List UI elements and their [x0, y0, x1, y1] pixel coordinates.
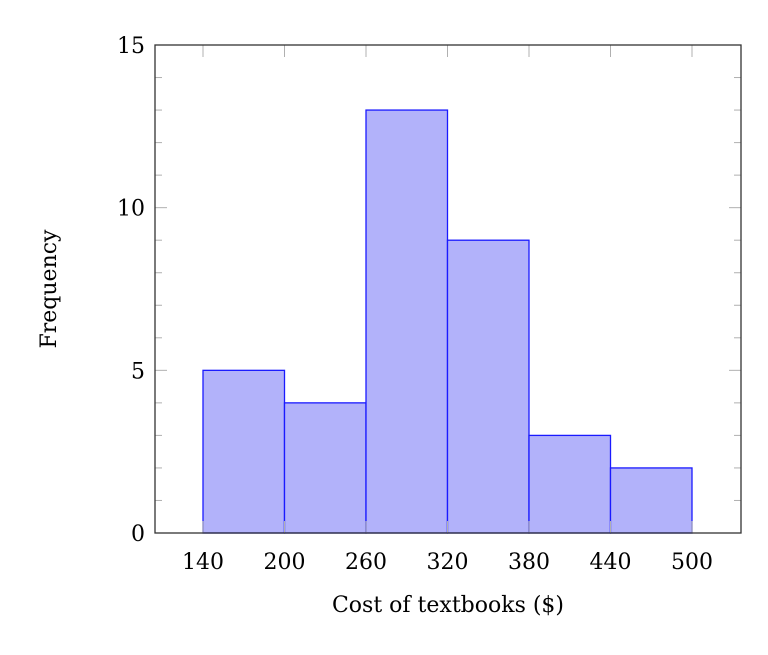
- axis-ticks: [155, 44, 741, 534]
- x-tick-label: 380: [508, 550, 550, 575]
- histogram-bar: [528, 434, 612, 534]
- y-tick-label: 0: [131, 522, 145, 547]
- y-axis-label: Frequency: [37, 229, 62, 349]
- x-tick-label: 440: [590, 550, 632, 575]
- histogram-bar: [609, 467, 693, 534]
- y-tick-label: 15: [117, 34, 145, 59]
- histogram-bar: [365, 109, 449, 534]
- plot-frame: [154, 44, 742, 534]
- histogram-bar: [202, 369, 286, 534]
- x-tick-label: 260: [345, 550, 387, 575]
- x-tick-label: 320: [427, 550, 469, 575]
- x-axis-label: Cost of textbooks ($): [332, 593, 564, 618]
- histogram-bar: [446, 239, 530, 534]
- x-tick-label: 140: [182, 550, 224, 575]
- y-tick-label: 5: [131, 359, 145, 384]
- y-tick-labels: 0 5 10 15: [117, 34, 145, 547]
- histogram-bars: [202, 109, 693, 534]
- x-tick-labels: 140 200 260 320 380 440 500: [182, 550, 713, 575]
- x-tick-label: 500: [671, 550, 713, 575]
- x-tick-label: 200: [264, 550, 306, 575]
- histogram-bar: [283, 402, 367, 534]
- y-tick-label: 10: [117, 197, 145, 222]
